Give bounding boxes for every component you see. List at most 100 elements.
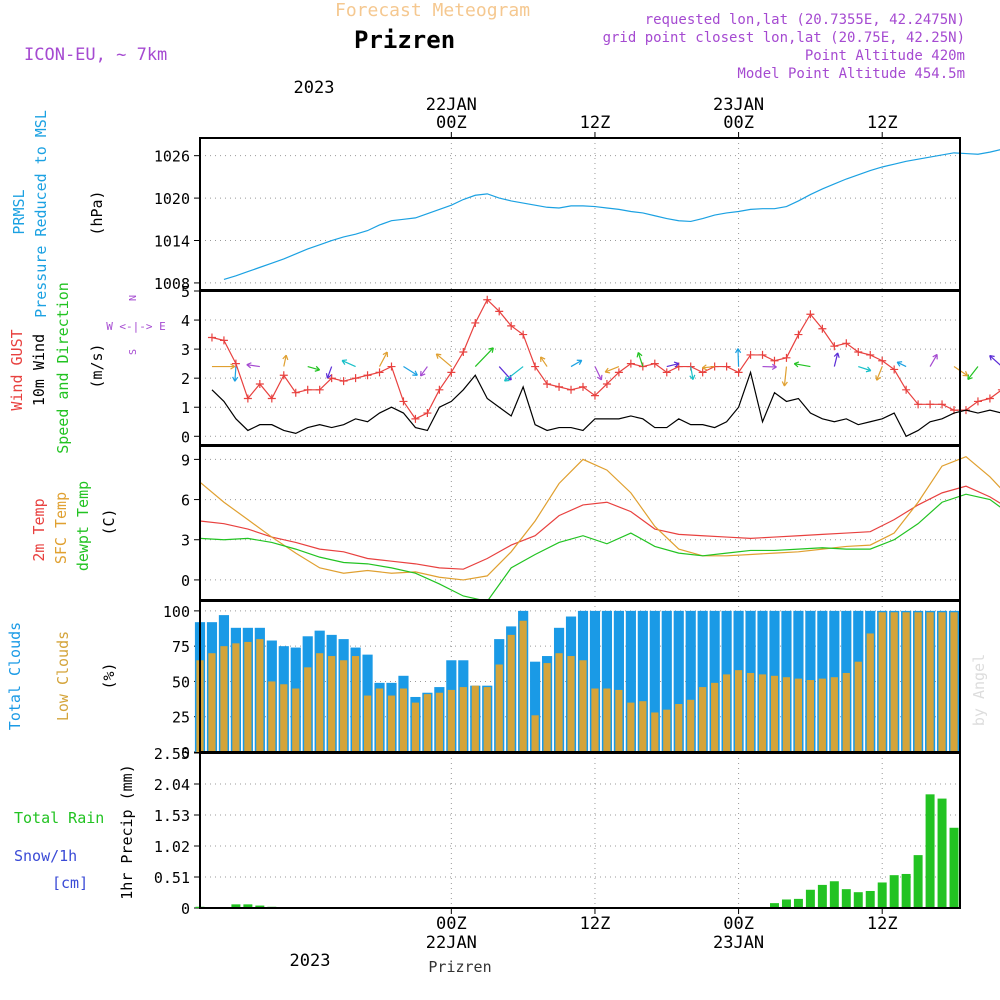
top-time-label: 00Z bbox=[436, 113, 467, 133]
clouds-bar-low-clouds bbox=[363, 695, 372, 752]
wind-direction-arrow bbox=[737, 348, 740, 367]
t2m-label: 2m Temp bbox=[30, 498, 48, 561]
temperature-ytick-label: 3 bbox=[181, 532, 190, 550]
cloud-labels: Total Clouds Low Clouds (%) bbox=[6, 622, 118, 730]
clouds-bar-total-clouds bbox=[709, 610, 720, 752]
wind-ytick-label: 5 bbox=[181, 283, 190, 301]
wind-ytick-label: 0 bbox=[181, 428, 190, 446]
gust-marker bbox=[459, 348, 468, 357]
top-time-label: 12Z bbox=[580, 113, 611, 133]
gust-label: Wind GUST bbox=[8, 329, 26, 410]
clouds-bar-low-clouds bbox=[854, 661, 862, 752]
gust-marker bbox=[531, 362, 540, 371]
clouds-bar-low-clouds bbox=[507, 634, 515, 752]
precip-bar-total-rain bbox=[781, 899, 791, 908]
rain-label: Total Rain bbox=[14, 809, 104, 827]
wind-arrow-head bbox=[701, 364, 708, 371]
gust-marker bbox=[483, 295, 492, 304]
wind-arrow-head bbox=[246, 362, 252, 369]
clouds-bar-low-clouds bbox=[806, 680, 814, 752]
gust-marker bbox=[255, 379, 264, 388]
precip-bar-total-rain bbox=[901, 873, 911, 908]
clouds-bar-low-clouds bbox=[208, 653, 216, 752]
temperature-panel: 0 3 6 9 bbox=[181, 445, 1000, 603]
wind-ytick-label: 4 bbox=[181, 312, 190, 330]
temperature-series-dewpt-temp bbox=[199, 493, 1000, 603]
wind-arrow-head bbox=[488, 347, 494, 353]
requested-coords: requested lon,lat (20.7355E, 42.2475N) bbox=[645, 12, 965, 28]
gust-marker bbox=[626, 359, 635, 368]
wind-direction-arrow bbox=[896, 361, 907, 368]
gust-marker bbox=[782, 353, 791, 362]
clouds-bar-low-clouds bbox=[926, 612, 934, 752]
gust-marker bbox=[662, 368, 671, 377]
gust-marker bbox=[279, 371, 288, 380]
gust-marker bbox=[291, 388, 300, 397]
bottom-year: 2023 bbox=[290, 951, 331, 971]
clouds-bar-low-clouds bbox=[914, 612, 922, 752]
precip-bar-total-rain bbox=[949, 827, 959, 908]
wind-arrow-head bbox=[896, 361, 903, 367]
point-altitude: Point Altitude 420m bbox=[805, 48, 965, 64]
pressure-panel: 1008 1014 1020 1026 bbox=[154, 137, 1000, 293]
temperature-series-sfc-temp bbox=[199, 456, 1000, 581]
bottom-time-label: 12Z bbox=[580, 914, 611, 934]
gust-marker bbox=[698, 368, 707, 377]
clouds-bar-low-clouds bbox=[531, 715, 539, 752]
wind-ytick-label: 2 bbox=[181, 370, 190, 388]
precip-bar-total-rain bbox=[913, 855, 923, 908]
clouds-bar-low-clouds bbox=[387, 695, 396, 752]
gust-marker bbox=[806, 310, 815, 319]
clouds-bar-low-clouds bbox=[232, 643, 240, 752]
wind-arrow-head bbox=[962, 370, 969, 377]
wind-direction-arrow bbox=[833, 352, 839, 367]
clouds-bar-low-clouds bbox=[519, 620, 527, 752]
wind-direction-arrow bbox=[858, 365, 872, 372]
gust-marker bbox=[387, 362, 396, 371]
clouds-ytick-label: 100 bbox=[163, 603, 190, 621]
gust-marker bbox=[399, 397, 408, 406]
clouds-bar-total-clouds bbox=[530, 661, 541, 752]
compass-s: S bbox=[128, 349, 139, 355]
clouds-bar-total-clouds bbox=[637, 610, 648, 752]
footer-place: Prizren bbox=[428, 958, 491, 976]
clouds-bar-low-clouds bbox=[746, 672, 755, 752]
wind-direction-arrow bbox=[594, 366, 602, 381]
clouds-bar-total-clouds bbox=[673, 610, 684, 752]
gust-marker bbox=[411, 414, 420, 423]
wind-label: 10m Wind bbox=[30, 334, 48, 406]
clouds-bar-total-clouds bbox=[589, 610, 601, 752]
clouds-bar-low-clouds bbox=[627, 702, 635, 752]
wind-arrow-head bbox=[875, 375, 882, 381]
temp-labels: 2m Temp SFC Temp dewpt Temp (C) bbox=[30, 481, 118, 571]
gust-marker bbox=[794, 330, 803, 339]
pressure-ytick-label: 1020 bbox=[154, 190, 190, 208]
clouds-bar-total-clouds bbox=[649, 610, 660, 752]
compass-ew: W <-|-> E bbox=[106, 320, 166, 333]
wind-direction-arrow bbox=[702, 365, 715, 369]
wind-direction-arrow bbox=[666, 362, 679, 368]
precip-bar-total-rain bbox=[853, 892, 863, 908]
pressure-frame bbox=[199, 137, 961, 291]
precip-panel: 0 0.51 1.02 1.53 2.04 2.55 bbox=[154, 745, 961, 918]
clouds-bar-low-clouds bbox=[651, 712, 659, 752]
clouds-bar-low-clouds bbox=[866, 633, 874, 752]
clouds-bar-low-clouds bbox=[603, 688, 611, 752]
gust-marker bbox=[363, 371, 372, 380]
gust-marker bbox=[842, 339, 851, 348]
precip-bar-total-rain bbox=[937, 798, 947, 908]
pressure-ytick-label: 1008 bbox=[154, 275, 190, 293]
wind-arrow-head bbox=[282, 354, 289, 361]
clouds-bar-low-clouds bbox=[758, 674, 767, 752]
clouds-bar-low-clouds bbox=[316, 653, 324, 752]
precip-bar-total-rain bbox=[817, 884, 827, 908]
clouds-bar-low-clouds bbox=[423, 694, 431, 752]
gust-marker bbox=[555, 382, 564, 391]
gust-marker bbox=[830, 342, 839, 351]
clouds-bar-low-clouds bbox=[878, 612, 886, 752]
precip-bar-total-rain bbox=[255, 905, 265, 908]
clouds-bar-low-clouds bbox=[304, 667, 312, 752]
wind-arrow-head bbox=[419, 370, 426, 377]
top-date-label: 23JAN bbox=[713, 95, 764, 115]
clouds-bar-total-clouds bbox=[613, 610, 624, 752]
